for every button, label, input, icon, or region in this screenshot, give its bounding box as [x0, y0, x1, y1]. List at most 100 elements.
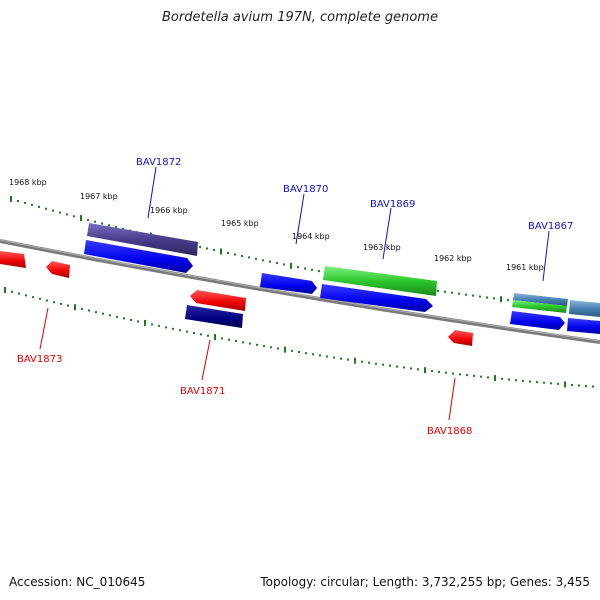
upper-tick-mark	[66, 213, 68, 216]
upper-tick-mark	[304, 267, 306, 270]
gene-label-bav1873[interactable]: BAV1873	[17, 354, 62, 365]
lower-tick-mark	[501, 377, 503, 380]
lower-tick-mark	[228, 338, 230, 341]
lower-tick-mark	[487, 376, 489, 379]
upper-tick-mark	[486, 296, 488, 299]
lower-tick-mark	[263, 345, 265, 348]
leader-line	[147, 166, 157, 219]
upper-tick-mark	[73, 215, 75, 218]
lower-tick-mark	[354, 357, 356, 364]
upper-tick-mark	[122, 227, 124, 230]
upper-tick-mark	[227, 252, 229, 255]
lower-tick-mark	[242, 341, 244, 344]
lower-tick-mark	[396, 365, 398, 368]
upper-tick-mark	[276, 262, 278, 265]
gene-arrow-forward[interactable]	[84, 240, 193, 273]
upper-tick-mark	[262, 259, 264, 262]
upper-tick-mark	[31, 203, 33, 206]
lower-tick-mark	[536, 381, 538, 384]
lower-tick-mark	[186, 330, 188, 333]
lower-tick-mark	[123, 317, 125, 320]
lower-tick-mark	[95, 311, 97, 314]
gene-arrow-purple[interactable]	[87, 223, 198, 256]
upper-tick-mark	[472, 294, 474, 297]
lower-tick-mark	[298, 351, 300, 354]
lower-tick-mark	[291, 349, 293, 352]
gene-arrow-steel[interactable]	[513, 293, 568, 306]
leader-line	[448, 377, 456, 421]
leader-line	[382, 207, 392, 260]
kbp-label-1967: 1967 kbp	[80, 192, 118, 201]
upper-tick-mark	[444, 290, 446, 293]
gene-label-bav1870[interactable]: BAV1870	[283, 184, 328, 195]
gene-arrow-green[interactable]	[323, 266, 437, 296]
lower-tick-mark	[431, 370, 433, 373]
lower-tick-mark	[480, 375, 482, 378]
leader-line	[39, 307, 49, 350]
lower-tick-mark	[11, 290, 13, 293]
gene-arrow-reverse[interactable]	[46, 261, 70, 278]
gene-label-bav1869[interactable]: BAV1869	[370, 199, 415, 210]
lower-tick-mark	[179, 329, 181, 332]
upper-tick-mark	[248, 256, 250, 259]
gene-label-bav1867[interactable]: BAV1867	[528, 221, 573, 232]
gene-arrow-reverse[interactable]	[0, 251, 26, 268]
upper-tick-mark	[213, 248, 215, 251]
lower-tick-mark	[368, 361, 370, 364]
upper-tick-mark	[59, 211, 61, 214]
lower-tick-mark	[305, 352, 307, 355]
upper-tick-mark	[290, 262, 292, 269]
upper-tick-mark	[437, 289, 439, 292]
upper-tick-mark	[241, 254, 243, 257]
lower-tick-mark	[214, 334, 216, 341]
lower-tick-mark	[88, 309, 90, 312]
kbp-label-1964: 1964 kbp	[292, 232, 330, 241]
lower-tick-mark	[151, 323, 153, 326]
leader-line	[542, 230, 550, 282]
gene-arrow-reverse[interactable]	[190, 290, 246, 311]
lower-tick-mark	[32, 296, 34, 299]
upper-tick-mark	[101, 222, 103, 225]
lower-tick-mark	[550, 382, 552, 385]
lower-tick-mark	[557, 382, 559, 385]
kbp-label-1965: 1965 kbp	[221, 219, 259, 228]
upper-tick-mark	[108, 224, 110, 227]
gene-arrow-forward[interactable]	[320, 284, 433, 312]
lower-tick-mark	[137, 320, 139, 323]
upper-tick-mark	[493, 297, 495, 300]
lower-tick-mark	[585, 385, 587, 388]
upper-tick-mark	[87, 218, 89, 221]
kbp-label-1963: 1963 kbp	[363, 243, 401, 252]
upper-tick-mark	[465, 293, 467, 296]
lower-tick-mark	[494, 375, 496, 382]
upper-tick-mark	[500, 296, 502, 303]
lower-tick-mark	[424, 367, 426, 374]
gene-arrow-reverse[interactable]	[448, 330, 473, 346]
lower-tick-mark	[144, 319, 146, 326]
genome-backbone-highlight	[0, 239, 600, 342]
upper-tick-mark	[24, 201, 26, 204]
gene-arrow-forward[interactable]	[567, 318, 600, 334]
kbp-label-1968: 1968 kbp	[9, 178, 47, 187]
upper-tick-mark	[38, 205, 40, 208]
gene-label-bav1868[interactable]: BAV1868	[427, 426, 472, 437]
lower-tick-mark	[46, 299, 48, 302]
lower-tick-mark	[403, 366, 405, 369]
gene-arrow-forward[interactable]	[260, 273, 317, 294]
lower-tick-mark	[508, 378, 510, 381]
gene-label-bav1871[interactable]: BAV1871	[180, 386, 225, 397]
map-title: Bordetella avium 197N, complete genome	[162, 10, 438, 25]
gene-arrow-navy[interactable]	[185, 305, 243, 328]
lower-tick-mark	[389, 364, 391, 367]
gene-arrow-forward[interactable]	[510, 311, 565, 330]
gene-arrow-green[interactable]	[512, 300, 567, 313]
upper-tick-mark	[52, 209, 54, 212]
lower-tick-mark	[333, 356, 335, 359]
gene-label-bav1872[interactable]: BAV1872	[136, 157, 181, 168]
lower-tick-mark	[340, 357, 342, 360]
lower-tick-mark	[221, 337, 223, 340]
upper-tick-mark	[458, 292, 460, 295]
lower-tick-mark	[102, 312, 104, 315]
lower-tick-mark	[522, 379, 524, 382]
gene-arrow-steel[interactable]	[569, 300, 600, 317]
